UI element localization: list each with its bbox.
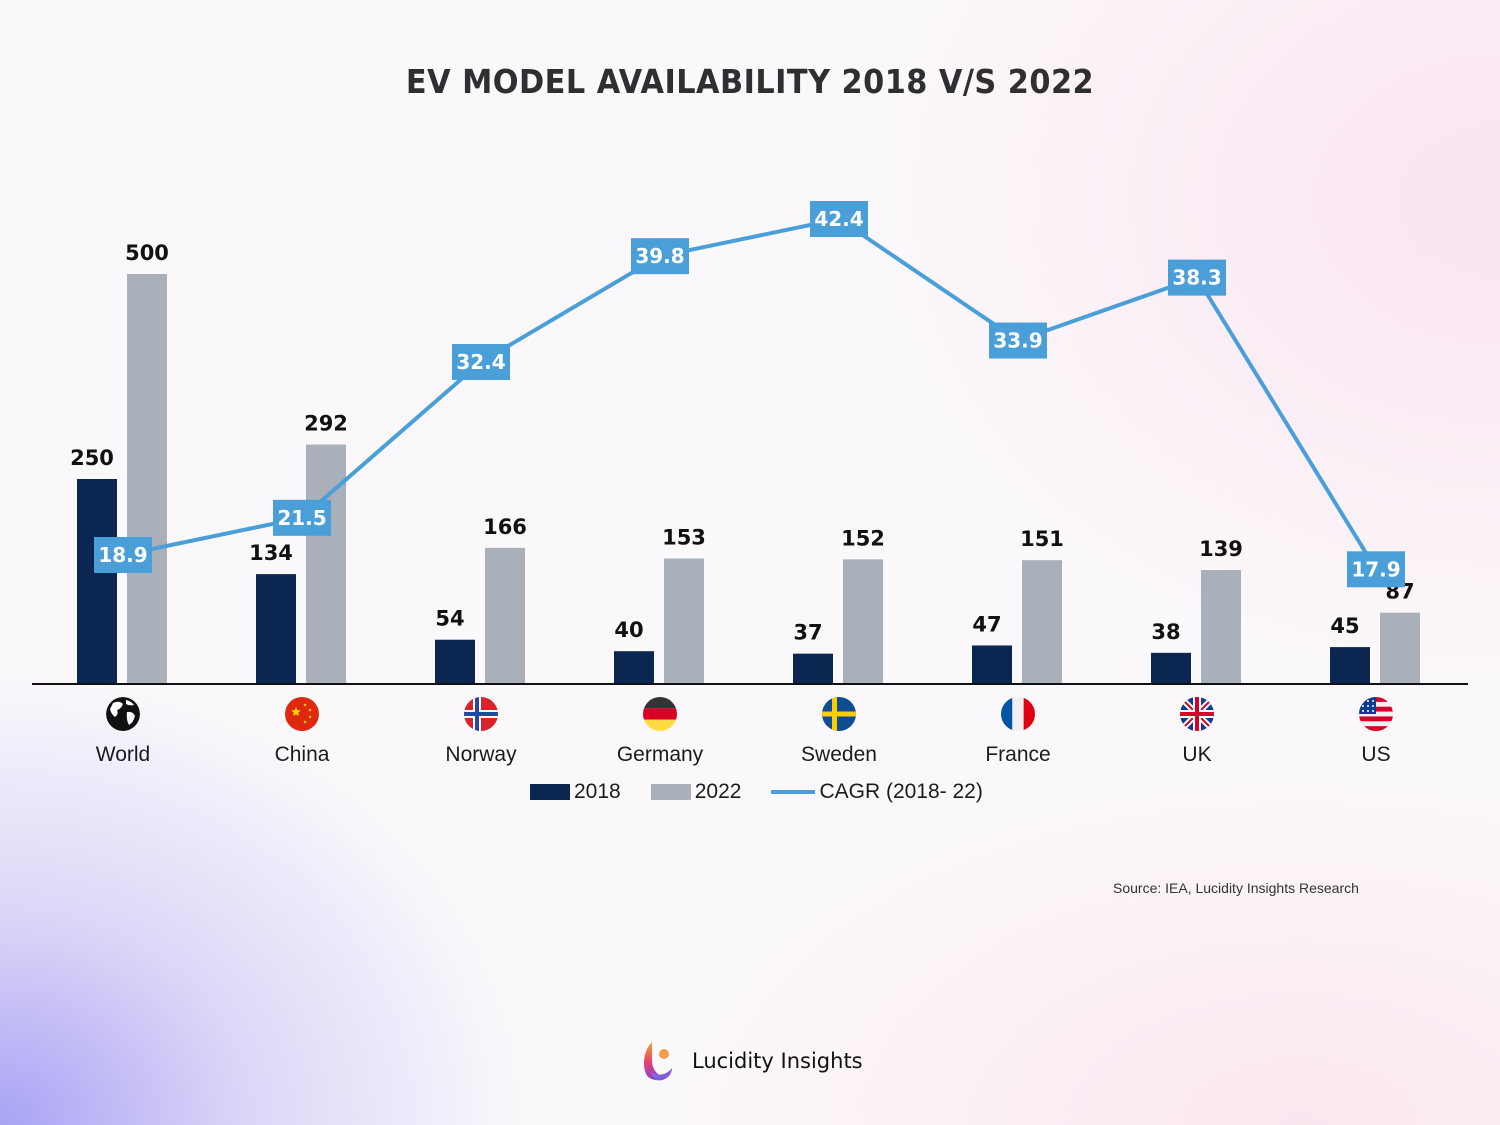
cagr-label-text: 21.5: [277, 506, 326, 530]
bar-2022-sweden: [843, 559, 883, 684]
category-label-world: World: [96, 743, 150, 766]
cagr-label-text: 18.9: [98, 543, 147, 567]
cagr-label-sweden: 42.4: [810, 201, 868, 237]
bar-2022-us: [1380, 612, 1420, 684]
bar-2022-uk: [1201, 570, 1241, 684]
cagr-label-text: 38.3: [1172, 266, 1221, 290]
data-label-2022-china: 292: [304, 412, 348, 436]
globe-icon: [106, 697, 140, 731]
cagr-label-box: [1347, 551, 1405, 588]
data-label-2022-uk: 139: [1199, 537, 1243, 561]
source-note: Source: IEA, Lucidity Insights Research: [1113, 880, 1359, 896]
cagr-label-box: [273, 499, 331, 536]
legend-label-cagr: CAGR (2018- 22): [819, 780, 983, 803]
bar-2018-us: [1330, 647, 1370, 684]
cagr-label-box: [1168, 259, 1226, 296]
legend-item-2022: 2022: [650, 780, 742, 804]
brand-name: Lucidity Insights: [692, 1049, 863, 1073]
category-label-china: China: [275, 743, 330, 766]
data-label-2018-france: 47: [972, 612, 1001, 636]
data-label-2018-germany: 40: [614, 618, 643, 642]
data-label-2018-norway: 54: [435, 607, 464, 631]
data-label-2018-sweden: 37: [793, 621, 822, 645]
cagr-label-box: [989, 322, 1047, 359]
cagr-label-box: [810, 201, 868, 237]
series-cagr: 18.9 21.5 32.4 39.8 42.4 33.9 38.3 17.9: [94, 201, 1405, 588]
data-label-2018-china: 134: [249, 541, 293, 565]
germany-flag-icon: [643, 697, 677, 731]
cagr-label-text: 42.4: [814, 207, 863, 231]
data-label-2022-sweden: 152: [841, 526, 885, 550]
bar-2018-china: [256, 574, 296, 684]
bar-2022-france: [1022, 560, 1062, 684]
cagr-label-germany: 39.8: [631, 238, 689, 275]
bar-2018-france: [972, 645, 1012, 684]
sweden-flag-icon: [822, 697, 856, 731]
chart-plot: 2505001342925416640153371524715138139458…: [32, 201, 1468, 766]
china-flag-icon: [285, 697, 319, 731]
cagr-label-box: [452, 343, 510, 380]
cagr-label-china: 21.5: [273, 499, 331, 536]
category-label-france: France: [985, 743, 1050, 766]
category-label-us: US: [1361, 743, 1390, 766]
series-2018: [77, 479, 1370, 684]
data-label-2022-france: 151: [1020, 527, 1064, 551]
category-label-norway: Norway: [445, 743, 517, 766]
cagr-label-france: 33.9: [989, 322, 1047, 359]
cagr-label-world: 18.9: [94, 537, 152, 573]
brand-logo: Lucidity Insights: [640, 1040, 863, 1082]
legend-swatch-2022: [650, 784, 691, 800]
cagr-label-text: 17.9: [1351, 557, 1400, 581]
category-labels: World China Norway Germany Sweden France UK US: [96, 743, 1391, 766]
france-flag-icon: [1001, 697, 1035, 731]
series-2022: [127, 274, 1420, 684]
bar-2022-germany: [664, 558, 704, 684]
bar-2018-norway: [435, 639, 475, 684]
category-label-germany: Germany: [617, 743, 704, 766]
bar-2018-uk: [1151, 652, 1191, 684]
us-flag-icon: [1359, 697, 1393, 731]
data-label-2018-world: 250: [70, 446, 114, 470]
cagr-label-text: 33.9: [993, 329, 1042, 353]
bar-2018-sweden: [793, 653, 833, 684]
bar-2018-world: [77, 479, 117, 684]
bar-labels: 2505001342925416640153371524715138139458…: [70, 241, 1415, 645]
lucidity-logo-icon: [644, 1042, 672, 1081]
data-label-2022-norway: 166: [483, 515, 527, 539]
cagr-label-us: 17.9: [1347, 551, 1405, 588]
norway-flag-icon: [464, 697, 498, 731]
category-icons: [106, 697, 1393, 731]
cagr-label-text: 32.4: [456, 350, 505, 374]
bar-2018-germany: [614, 651, 654, 684]
legend-label-2022: 2022: [694, 780, 742, 803]
cagr-label-norway: 32.4: [452, 343, 510, 380]
data-label-2022-germany: 153: [662, 526, 706, 550]
bar-2022-world: [127, 274, 167, 684]
legend: 2018 2022 CAGR (2018- 22): [530, 780, 1013, 804]
chart-title: EV MODEL AVAILABILITY 2018 V/S 2022: [405, 62, 1095, 101]
bar-2022-china: [306, 444, 346, 684]
data-label-2022-world: 500: [125, 241, 169, 265]
legend-swatch-2018: [530, 784, 570, 800]
data-label-2018-us: 45: [1330, 614, 1359, 638]
legend-item-cagr: CAGR (2018- 22): [771, 780, 983, 804]
legend-label-2018: 2018: [574, 780, 621, 803]
uk-flag-icon: [1180, 697, 1214, 731]
cagr-line-path: [122, 217, 1378, 571]
cagr-label-box: [631, 238, 689, 275]
bar-2022-norway: [485, 547, 525, 684]
legend-swatch-cagr: [771, 790, 816, 794]
cagr-label-uk: 38.3: [1168, 259, 1226, 296]
data-label-2018-uk: 38: [1151, 620, 1180, 644]
category-label-uk: UK: [1182, 743, 1211, 766]
legend-item-2018: 2018: [530, 780, 621, 804]
cagr-label-box: [94, 537, 152, 573]
category-label-sweden: Sweden: [801, 743, 877, 766]
cagr-label-text: 39.8: [635, 244, 684, 268]
